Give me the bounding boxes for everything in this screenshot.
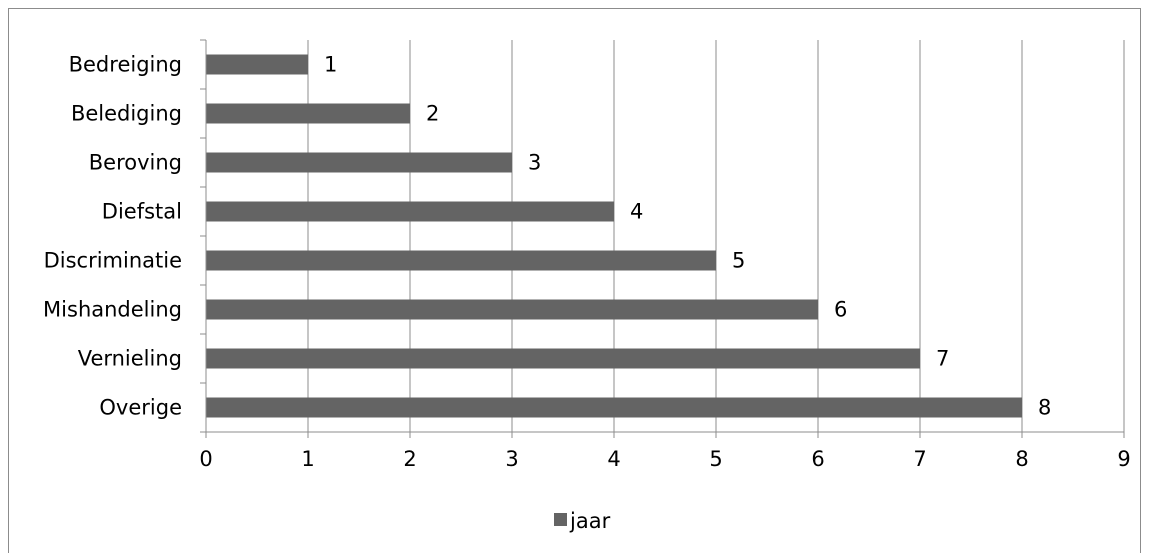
gridlines [307, 40, 1125, 432]
legend-swatch [554, 513, 567, 526]
bar [206, 103, 410, 124]
data-label: 3 [528, 151, 541, 175]
data-label: 7 [936, 347, 949, 371]
x-tick-label: 0 [199, 447, 212, 471]
bar [206, 250, 716, 271]
category-label: Vernieling [78, 347, 182, 371]
bars [206, 54, 1022, 418]
x-tick-label: 7 [913, 447, 926, 471]
data-label: 2 [426, 102, 439, 126]
data-label: 5 [732, 249, 745, 273]
category-label: Beroving [89, 151, 182, 175]
data-label: 8 [1038, 396, 1051, 420]
x-tick-label: 4 [607, 447, 620, 471]
bar [206, 299, 818, 320]
labels: 0 1 2 3 4 5 6 7 8 9 Bedreiging 1 Belediging 2 Beroving… [43, 53, 1131, 472]
category-label: Diefstal [102, 200, 182, 224]
x-tick-label: 9 [1117, 447, 1130, 471]
x-tick-label: 6 [811, 447, 824, 471]
data-label: 6 [834, 298, 847, 322]
category-label: Discriminatie [44, 249, 182, 273]
legend: jaar [554, 509, 611, 533]
category-label: Belediging [71, 102, 182, 126]
bar [206, 54, 308, 75]
bar [206, 152, 512, 173]
x-tick-label: 8 [1015, 447, 1028, 471]
x-tick-label: 2 [403, 447, 416, 471]
data-label: 4 [630, 200, 643, 224]
x-tick-label: 1 [301, 447, 314, 471]
chart-frame [8, 8, 1141, 553]
legend-label: jaar [569, 509, 611, 533]
category-label: Mishandeling [43, 298, 182, 322]
bar [206, 397, 1022, 418]
category-label: Bedreiging [69, 53, 182, 77]
x-tick-label: 5 [709, 447, 722, 471]
bar [206, 201, 614, 222]
category-label: Overige [99, 396, 182, 420]
x-tick-label: 3 [505, 447, 518, 471]
data-label: 1 [324, 53, 337, 77]
bar [206, 348, 920, 369]
axes [200, 39, 1125, 438]
